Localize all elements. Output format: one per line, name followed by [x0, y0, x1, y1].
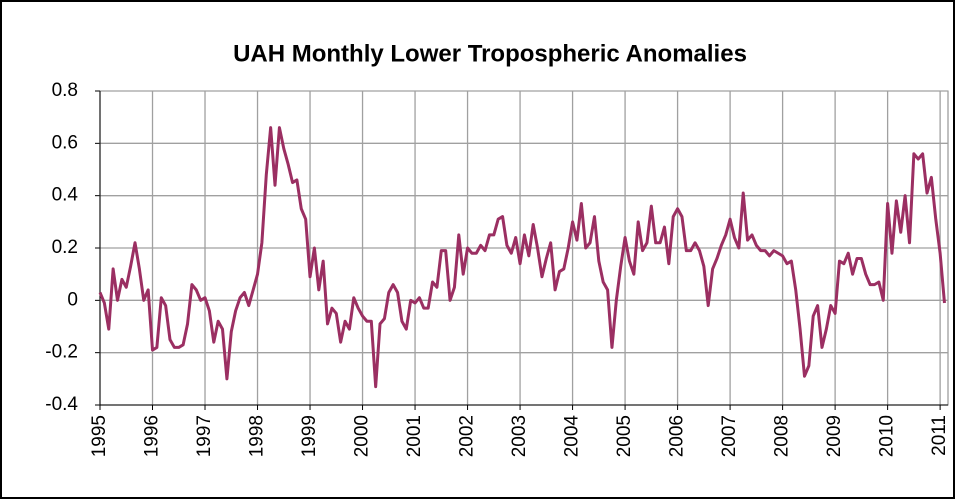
x-tick-label: 1996 — [142, 415, 163, 457]
data-line — [98, 126, 946, 389]
y-tick-label: -0.2 — [45, 342, 78, 363]
x-tick-label: 2004 — [562, 415, 583, 458]
x-tick-label: 2010 — [877, 415, 898, 457]
x-tick-label: 2000 — [352, 415, 373, 457]
y-tick-label: -0.4 — [45, 394, 78, 415]
x-tick-label: 2005 — [614, 415, 635, 457]
x-tick-label: 2009 — [824, 415, 845, 457]
x-tick-label: 1997 — [194, 415, 215, 457]
y-tick-label: 0.4 — [52, 185, 79, 206]
y-tick-label: 0.2 — [52, 237, 78, 258]
x-tick-label: 2001 — [404, 415, 425, 457]
x-tick-label: 2002 — [457, 415, 478, 457]
x-tick-label: 2006 — [667, 415, 688, 457]
x-tick-label: 2003 — [509, 415, 530, 457]
x-tick-label: 2008 — [772, 415, 793, 457]
x-tick-label: 1999 — [299, 415, 320, 457]
x-tick-label: 1995 — [89, 415, 110, 457]
chart-title: UAH Monthly Lower Tropospheric Anomalies — [233, 40, 747, 67]
y-tick-label: 0 — [67, 289, 78, 310]
y-tick-label: 0.6 — [52, 132, 78, 153]
x-tick-label: 1998 — [247, 415, 268, 457]
x-tick-label: 2007 — [719, 415, 740, 457]
x-tick-label: 2011 — [929, 415, 950, 456]
y-tick-label: 0.8 — [52, 80, 78, 101]
